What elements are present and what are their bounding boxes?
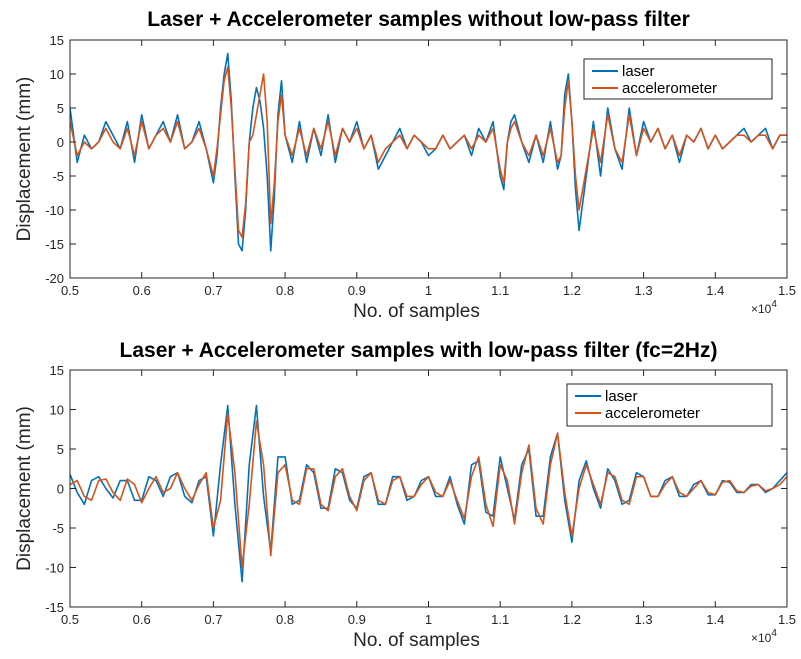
legend-label-laser: laser xyxy=(622,63,655,80)
chart-panel-1: Laser + Accelerometer samples without lo… xyxy=(14,8,796,322)
x-tick-label: 1.5 xyxy=(778,283,796,298)
x-tick-label: 1.1 xyxy=(491,612,509,627)
x-axis-label: No. of samples xyxy=(353,630,480,651)
x-tick-label: 1.5 xyxy=(778,612,796,627)
y-tick-label: 5 xyxy=(57,442,64,457)
x-multiplier-exp: 4 xyxy=(771,628,777,639)
y-tick-label: 15 xyxy=(50,363,64,378)
x-tick-label: 1 xyxy=(425,283,432,298)
x-multiplier-exp: 4 xyxy=(771,299,777,310)
y-tick-label: 10 xyxy=(50,403,64,418)
legend-box xyxy=(583,58,773,100)
series-line-laser xyxy=(70,404,787,583)
x-tick-label: 0.7 xyxy=(204,612,222,627)
legend-label-accelerometer: accelerometer xyxy=(622,80,717,97)
x-tick-label: 0.9 xyxy=(348,612,366,627)
y-axis-label: Displacement (mm) xyxy=(14,77,35,242)
x-tick-label: 0.6 xyxy=(133,283,151,298)
x-tick-label: 1.2 xyxy=(563,612,581,627)
y-tick-label: 0 xyxy=(57,482,64,497)
y-axis-label: Displacement (mm) xyxy=(14,406,35,571)
y-tick-label: -15 xyxy=(45,600,64,615)
x-tick-label: 1.1 xyxy=(491,283,509,298)
x-multiplier: ×104 xyxy=(751,628,777,645)
y-tick-label: -20 xyxy=(45,271,64,286)
x-tick-label: 0.5 xyxy=(61,612,79,627)
x-tick-label: 0.5 xyxy=(61,283,79,298)
y-tick-label: -10 xyxy=(45,203,64,218)
x-axis-label: No. of samples xyxy=(353,301,480,322)
series-line-accelerometer xyxy=(70,66,787,238)
x-tick-label: 1.3 xyxy=(635,283,653,298)
y-tick-label: -15 xyxy=(45,237,64,252)
chart-title: Laser + Accelerometer samples without lo… xyxy=(147,8,690,31)
y-tick-label: 15 xyxy=(50,33,64,48)
legend-box xyxy=(566,383,773,427)
x-tick-label: 1.3 xyxy=(635,612,653,627)
y-tick-label: 10 xyxy=(50,67,64,82)
legend-label-laser: laser xyxy=(605,388,638,405)
y-tick-label: -5 xyxy=(52,521,64,536)
x-tick-label: 0.9 xyxy=(348,283,366,298)
x-tick-label: 0.8 xyxy=(276,283,294,298)
y-tick-label: -5 xyxy=(52,169,64,184)
y-tick-label: 0 xyxy=(57,135,64,150)
legend-label-accelerometer: accelerometer xyxy=(605,405,700,422)
x-tick-label: 0.7 xyxy=(204,283,222,298)
chart-title: Laser + Accelerometer samples with low-p… xyxy=(120,339,718,362)
x-multiplier: ×104 xyxy=(751,299,777,316)
x-tick-label: 0.6 xyxy=(133,612,151,627)
y-tick-label: 5 xyxy=(57,101,64,116)
x-tick-label: 1.2 xyxy=(563,283,581,298)
series-line-accelerometer xyxy=(70,412,787,569)
x-tick-label: 1 xyxy=(425,612,432,627)
x-tick-label: 1.4 xyxy=(706,612,724,627)
x-tick-label: 1.4 xyxy=(706,283,724,298)
chart-panel-2: Laser + Accelerometer samples with low-p… xyxy=(14,339,796,651)
y-tick-label: -10 xyxy=(45,561,64,576)
x-tick-label: 0.8 xyxy=(276,612,294,627)
